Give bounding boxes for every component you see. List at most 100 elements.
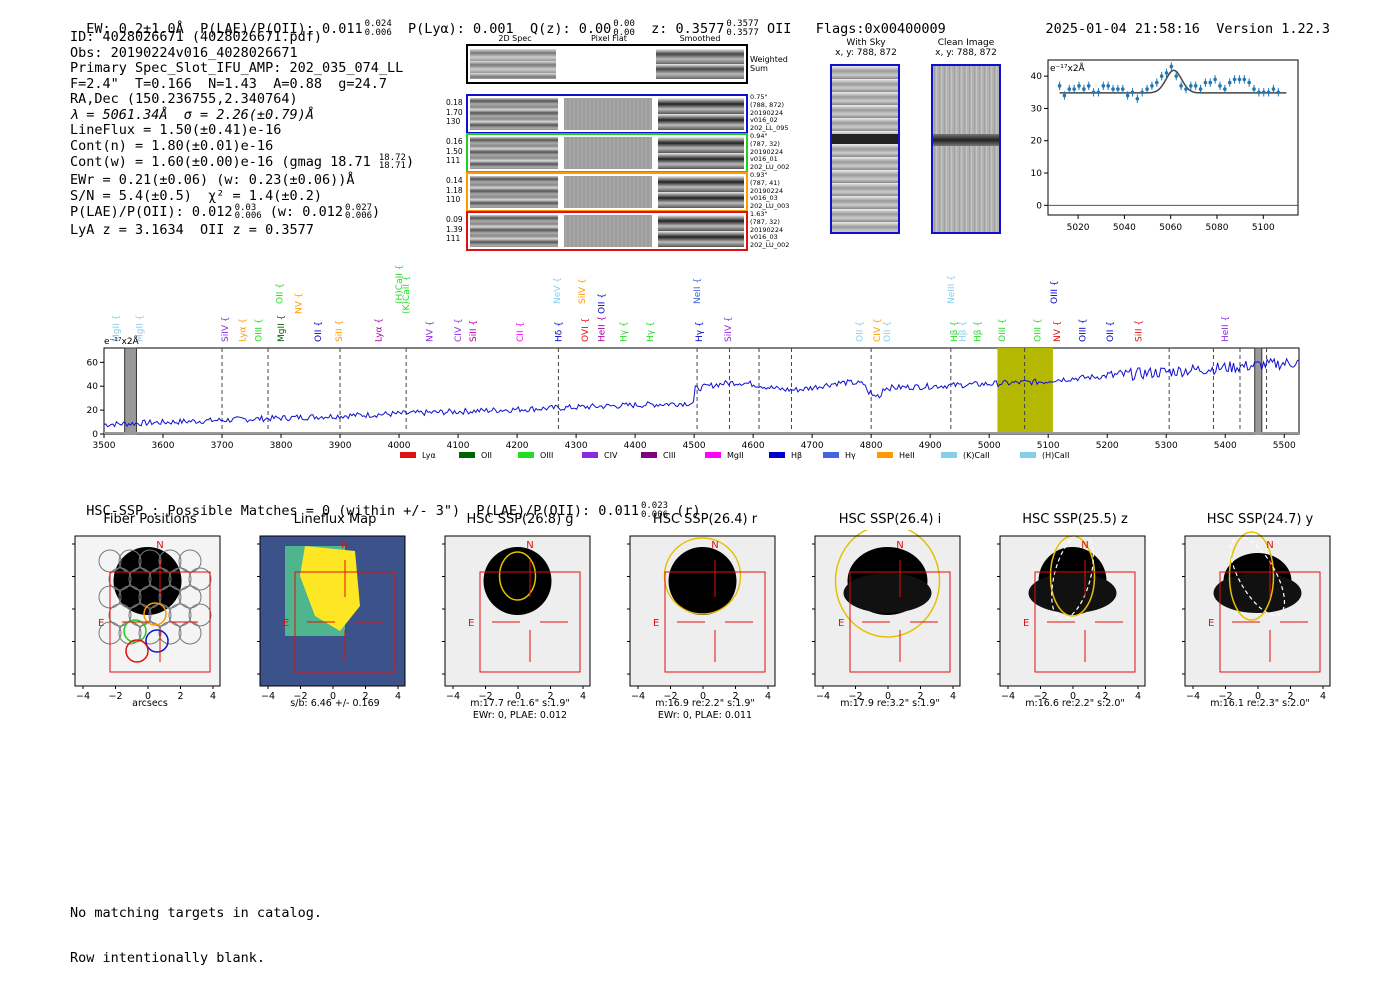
cutout-flat — [564, 176, 652, 208]
legend-swatch — [769, 452, 785, 458]
panel-xtick-label: 2 — [1102, 691, 1108, 702]
zoom-point — [1208, 80, 1213, 85]
spectrum-line-label: SiII { — [469, 320, 479, 342]
legend-label: Hβ — [791, 451, 802, 460]
panel-caption2: EWr: 0, PLAE: 0.011 — [657, 710, 753, 721]
legend-swatch — [518, 452, 534, 458]
cutout-row — [466, 133, 748, 173]
zoom-point — [1276, 90, 1281, 95]
zoom-point — [1062, 93, 1067, 98]
east-label: E — [468, 618, 474, 629]
cutout-left-value: 1.70 — [446, 107, 463, 117]
panel-caption: m:16.1 re:2.3" s:2.0" — [1210, 698, 1310, 709]
panel-xtick-label: −4 — [816, 691, 830, 702]
spec-line-labels: MgII {MgII {SiIV {Lyα {OIII {OII {MgII {… — [112, 265, 1231, 343]
cutout-left-value: 130 — [446, 117, 461, 126]
fiber-circle — [188, 603, 212, 627]
spectrum-line-label: OVI { — [581, 318, 591, 342]
image-panel: HSC SSP(24.7) yNE−4−2024420−2−4m:16.1 re… — [1180, 512, 1335, 722]
spectrum-line-label: NV { — [295, 293, 305, 314]
spectrum-chart: MgII {MgII {SiIV {Lyα {OIII {OII {MgII {… — [87, 265, 1300, 460]
legend-label: OII — [481, 451, 492, 460]
zoom-point — [1184, 87, 1188, 91]
legend-swatch — [941, 452, 957, 458]
legend-swatch — [823, 452, 839, 458]
zoom-point — [1120, 87, 1125, 91]
cutout-flat — [564, 215, 652, 247]
spectrum-xtick-label: 3600 — [152, 441, 175, 451]
legend-swatch — [705, 452, 721, 458]
legend-label: Lyα — [422, 451, 436, 460]
zoom-point — [1082, 87, 1086, 91]
zoom-point — [1140, 90, 1145, 95]
cutout-left-value: 0.09 — [446, 215, 463, 224]
spectrum-ylabel: e⁻¹⁷x2Å — [104, 335, 140, 347]
spectrum-line-label: SiII { — [1134, 320, 1144, 342]
panel-xtick-label: 2 — [547, 691, 553, 702]
spectrum-xtick-label: 4700 — [801, 441, 824, 451]
spectrum-line-label: Hγ { — [646, 321, 656, 342]
zoom-point — [1242, 77, 1247, 82]
panel-xtick-label: −2 — [293, 691, 307, 702]
plae-value: P(LAE)/P(OII): 0.011 — [200, 21, 363, 37]
cutout-right-value: (788, 872) — [750, 100, 785, 109]
panel-xtick-label: 4 — [1135, 691, 1141, 702]
panel-title: HSC SSP(24.7) y — [1206, 512, 1314, 527]
panel-xtick-label: 2 — [1287, 691, 1293, 702]
spectrum-line-label: OIII { — [998, 318, 1008, 342]
north-label: N — [711, 540, 718, 551]
version: Version 1.22.3 — [1216, 21, 1330, 37]
spectrum-line-label: OIII { — [255, 318, 265, 342]
footer: No matching targets in catalog. Row inte… — [70, 876, 322, 981]
spectrum-legend: Lyα OII OIII CIV CIII MgII Hβ Hγ HeII (K)CaII (H)C… — [400, 451, 1069, 460]
spectrum-line-label: Hβ { — [959, 321, 969, 342]
cutout-2d — [470, 98, 558, 130]
zoom-xtick-label: 5100 — [1252, 223, 1275, 233]
spectrum-line-label: OII { — [1106, 321, 1116, 342]
info-plae-sup: 0.03 — [234, 203, 257, 213]
fiber-circle — [108, 603, 132, 627]
spectrum-ytick-label: 60 — [87, 358, 99, 368]
cutout-right-labels: 0.94" (787, 32) 20190224 v016_01 202_LU_002 — [750, 132, 810, 172]
spectrum-line-label: CIV { — [454, 318, 464, 342]
zoom-point — [1169, 64, 1174, 69]
cutout-right-value: 20190224 — [750, 225, 784, 234]
panel-title: HSC SSP(26.8) g — [466, 512, 574, 527]
contw-sup: 18.72 — [378, 153, 406, 163]
panel-xtick-label: 2 — [732, 691, 738, 702]
zoom-point — [1086, 84, 1091, 88]
east-label: E — [1023, 618, 1029, 629]
spectrum-xtick-label: 3700 — [211, 441, 234, 451]
zoom-point — [1106, 84, 1110, 88]
spectrum-line-label: OIII { — [1078, 318, 1088, 342]
cutout-left-value: 1.18 — [446, 185, 463, 195]
contw-sub: 18.71 — [378, 161, 406, 171]
spectrum-line-label: Lyα { — [374, 318, 384, 342]
zoom-ylabel: e⁻¹⁷x2Å — [1050, 62, 1086, 74]
source-extension — [1028, 573, 1117, 613]
info-primary: Primary Spec_Slot_IFU_AMP: 202_035_074_L… — [70, 60, 404, 76]
zoom-data — [1048, 62, 1298, 206]
spectrum-masked-region — [124, 347, 137, 435]
spectrum-xtick-label: 4900 — [919, 441, 942, 451]
cutout-smooth — [658, 137, 744, 169]
panel-xtick-label: 4 — [580, 691, 586, 702]
panel-title: HSC SSP(25.5) z — [1022, 512, 1128, 527]
cutout-2d — [470, 176, 558, 208]
cutout-left-labels: 0.09 1.39 111 — [446, 215, 468, 244]
cutout-flat — [564, 137, 652, 169]
fiber-circle — [108, 567, 132, 591]
z-sub: 0.3577 — [726, 28, 759, 38]
panel-xtick-label: 2 — [177, 691, 183, 702]
zoom-axes: 5020 5040 5060 5080 5100 0 10 20 30 40 — [1031, 72, 1275, 233]
panel-xtick-label: 0 — [1070, 691, 1076, 702]
spectrum-xtick-label: 4600 — [742, 441, 765, 451]
info-id: ID: 4028026671 (4028026671.pdf) — [70, 29, 322, 45]
east-label: E — [98, 618, 104, 629]
zoom-point — [1164, 71, 1169, 75]
cutout-2d — [470, 215, 558, 247]
cutout-right-value: 0.94" — [750, 132, 768, 140]
plae-w-text: (w: 0.012 — [269, 204, 343, 220]
